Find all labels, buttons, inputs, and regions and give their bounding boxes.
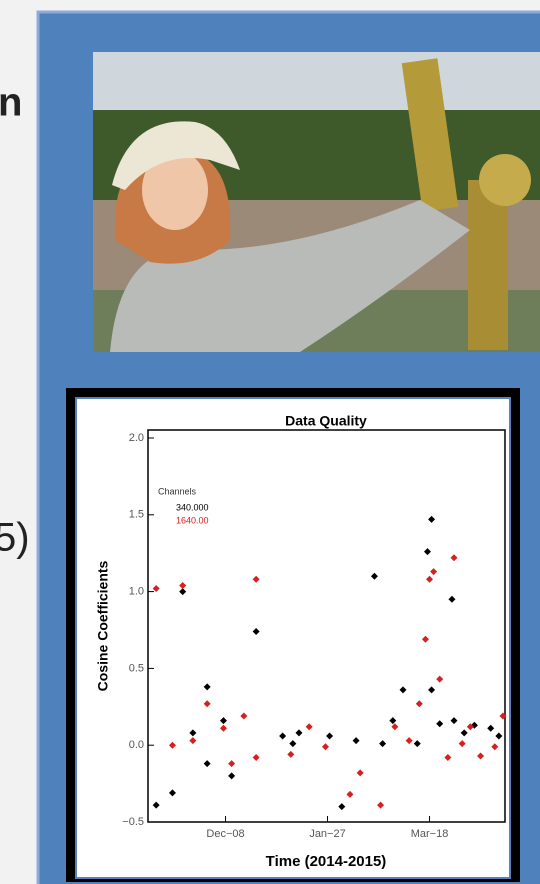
y-axis-label: Cosine Coefficients: [95, 560, 111, 691]
y-tick-label: 0.0: [129, 739, 144, 751]
y-tick-label: −0.5: [122, 816, 144, 828]
y-tick-label: 1.0: [129, 586, 144, 598]
chart-title: Data Quality: [285, 413, 367, 429]
photo-instrument: [479, 154, 531, 206]
y-tick-label: 1.5: [129, 509, 144, 521]
x-tick-label: Dec−08: [206, 828, 244, 840]
photo: [93, 52, 540, 352]
y-tick-label: 0.5: [129, 662, 144, 674]
chart-background: [76, 398, 510, 878]
y-tick-label: 2.0: [129, 432, 144, 444]
slide-text: 5): [0, 516, 30, 560]
x-axis-label: Time (2014-2015): [266, 853, 387, 870]
legend-entry: 340.000: [176, 502, 209, 512]
slide-text: n: [0, 81, 22, 125]
x-tick-label: Jan−27: [309, 828, 345, 840]
x-tick-label: Mar−18: [411, 828, 449, 840]
slide: n 5) Data Quality Time (2014-2015) Cosin…: [0, 0, 540, 884]
legend-title: Channels: [158, 486, 197, 496]
legend-entry: 1640.00: [176, 515, 209, 525]
